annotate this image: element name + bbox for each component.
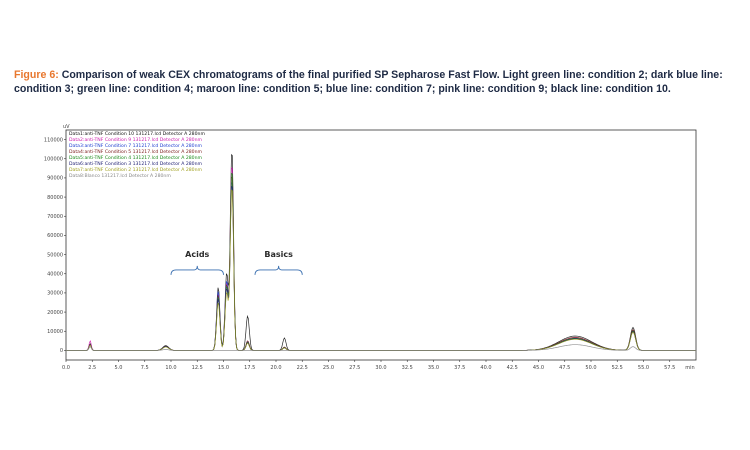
y-tick-label: 10000 [47,329,63,335]
legend: Data1:anti-TNF Condition 10 131217.lcd D… [69,131,205,179]
series-line [66,176,696,351]
annotation-label: Acids [185,250,209,259]
x-tick-label: 55.0 [638,365,649,371]
y-tick-label: 50000 [47,252,63,258]
y-tick-label: 30000 [47,291,63,297]
x-tick-label: 45.0 [533,365,544,371]
series-layer [66,153,696,351]
x-tick-label: 20.0 [270,365,281,371]
x-axis-ticks: 0.0 2.5 5.0 7.5 10.0 12.5 15.0 17.5 20.0 22.5 25.0… [62,360,695,371]
caption-lead: Figure 6: [14,69,59,81]
x-tick-label: 42.5 [507,365,518,371]
x-tick-label: 35.0 [428,365,439,371]
annotation-layer: Acids Basics [170,250,303,275]
x-tick-label: 15.0 [218,365,229,371]
x-tick-label: 22.5 [297,365,308,371]
caption-text: Comparison of weak CEX chromatograms of … [14,69,723,95]
legend-entry: Data6:anti-TNF Condition 3 131217.lcd De… [69,161,203,167]
y-tick-label: 70000 [47,214,63,220]
series-line [66,344,696,351]
y-tick-label: 100000 [44,156,63,162]
y-tick-label: 60000 [47,233,63,239]
figure-caption: Figure 6: Comparison of weak CEX chromat… [14,68,736,96]
y-axis-ticks: 0 10000 20000 30000 40000 50000 60000 70000 8000… [44,137,66,354]
y-tick-label: 80000 [47,195,63,201]
y-tick-label: 40000 [47,271,63,277]
legend-entry: Data4:anti-TNF Condition 5 131217.lcd De… [69,149,203,155]
x-tick-label: 17.5 [244,365,255,371]
y-tick-label: 90000 [47,176,63,182]
x-tick-label: 7.5 [141,365,149,371]
x-tick-label: 40.0 [480,365,491,371]
x-tick-label: 5.0 [115,365,123,371]
x-tick-label: 25.0 [323,365,334,371]
y-tick-label: 110000 [44,137,63,143]
legend-entry: Data7:anti-TNF Condition 2 131217.lcd De… [69,167,203,173]
x-tick-label: 12.5 [192,365,203,371]
x-tick-label: 0.0 [62,365,70,371]
annotation-bracket [170,265,224,275]
series-line [66,167,696,351]
x-tick-label: 30.0 [375,365,386,371]
x-tick-label: min [685,365,694,371]
series-line [66,189,696,351]
x-tick-label: 37.5 [454,365,465,371]
x-tick-label: 47.5 [559,365,570,371]
y-axis-label: uV [63,124,70,130]
x-tick-label: 52.5 [612,365,623,371]
y-tick-label: 20000 [47,310,63,316]
series-line [66,181,696,351]
y-tick-label: 0 [60,348,63,354]
x-tick-label: 2.5 [88,365,96,371]
x-tick-label: 32.5 [402,365,413,371]
legend-entry: Data1:anti-TNF Condition 10 131217.lcd D… [69,131,205,137]
legend-entry: Data5:anti-TNF Condition 4 131217.lcd De… [69,155,203,161]
series-line [66,153,696,351]
legend-entry: Data8:Blanco 131217.lcd Detector A 280nm [69,173,171,179]
series-line [66,185,696,351]
annotation-label: Basics [264,250,293,259]
annotation-bracket [254,265,303,275]
legend-entry: Data3:anti-TNF Condition 7 131217.lcd De… [69,143,203,149]
x-tick-label: 50.0 [585,365,596,371]
x-tick-label: 10.0 [165,365,176,371]
series-line [66,172,696,351]
x-tick-label: 57.5 [664,365,675,371]
legend-entry: Data2:anti-TNF Condition 9 131217.lcd De… [69,137,203,143]
x-tick-label: 27.5 [349,365,360,371]
